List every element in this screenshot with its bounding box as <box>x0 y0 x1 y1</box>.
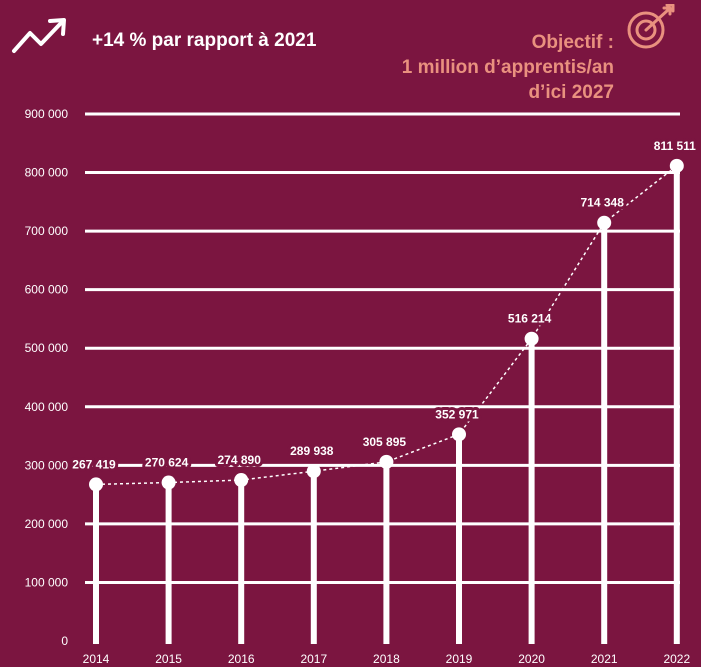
x-tick-label: 2020 <box>518 652 545 666</box>
data-point <box>597 215 612 230</box>
bar <box>456 434 462 644</box>
target-icon <box>627 4 675 49</box>
data-point <box>669 158 684 173</box>
bar <box>310 471 317 644</box>
data-label: 352 971 <box>435 407 479 421</box>
y-tick-label: 900 000 <box>25 107 69 121</box>
x-tick-label: 2021 <box>591 652 618 666</box>
y-tick-label: 800 000 <box>25 166 69 180</box>
y-tick-label: 200 000 <box>25 517 69 531</box>
data-point <box>379 454 394 469</box>
y-tick-label: 700 000 <box>25 224 69 238</box>
data-point <box>161 475 176 490</box>
data-point <box>234 473 249 488</box>
objective-line-3: d’ici 2027 <box>528 82 614 103</box>
y-tick-label: 600 000 <box>25 283 69 297</box>
data-point <box>452 427 466 442</box>
data-point <box>524 331 539 346</box>
bar <box>383 461 390 644</box>
data-points <box>89 158 684 492</box>
y-tick-label: 300 000 <box>25 458 69 472</box>
y-tick-label: 400 000 <box>25 400 69 414</box>
bar <box>528 338 535 644</box>
data-label: 267 419 <box>72 457 116 471</box>
data-label: 811 511 <box>654 139 696 153</box>
x-axis-ticks: 2014 2015 2016 2017 2018 2019 2020 2021 2022 <box>83 652 691 666</box>
data-label: 274 890 <box>218 453 262 467</box>
bar <box>165 482 172 644</box>
x-tick-label: 2016 <box>228 652 255 666</box>
x-tick-label: 2015 <box>155 652 182 666</box>
bar <box>93 484 99 644</box>
data-label: 305 895 <box>363 435 407 449</box>
y-tick-label: 0 <box>61 634 68 648</box>
objective-line-2: 1 million d’apprentis/an <box>401 57 614 78</box>
growth-note: +14 % par rapport à 2021 <box>92 30 317 51</box>
x-tick-label: 2017 <box>300 652 327 666</box>
x-tick-label: 2014 <box>83 652 110 666</box>
x-tick-label: 2022 <box>663 652 690 666</box>
data-label: 516 214 <box>508 312 552 326</box>
grid-lines <box>85 112 680 584</box>
bar <box>601 222 608 644</box>
bar <box>238 480 245 644</box>
data-label: 714 348 <box>581 196 625 210</box>
data-label: 270 624 <box>145 456 189 470</box>
y-tick-label: 100 000 <box>25 575 69 589</box>
y-axis-ticks: 0 100 000 200 000 300 000 400 000 500 000 600 … <box>25 107 69 648</box>
data-point <box>89 477 103 492</box>
objective-text: Objectif : 1 million d’apprentis/an d’ic… <box>402 30 614 105</box>
bars <box>93 165 680 644</box>
y-tick-label: 500 000 <box>25 341 69 355</box>
trend-up-icon <box>12 18 66 53</box>
data-labels: 267 419 270 624 274 890 289 938 305 895 352 9… <box>69 136 699 475</box>
data-label: 289 938 <box>290 444 334 458</box>
trend-line-path <box>95 165 678 486</box>
data-point <box>306 464 321 479</box>
bar <box>673 165 680 644</box>
trend-line <box>95 165 678 486</box>
objective-line-1: Objectif : <box>531 32 614 53</box>
x-tick-label: 2018 <box>373 652 400 666</box>
x-tick-label: 2019 <box>446 652 473 666</box>
